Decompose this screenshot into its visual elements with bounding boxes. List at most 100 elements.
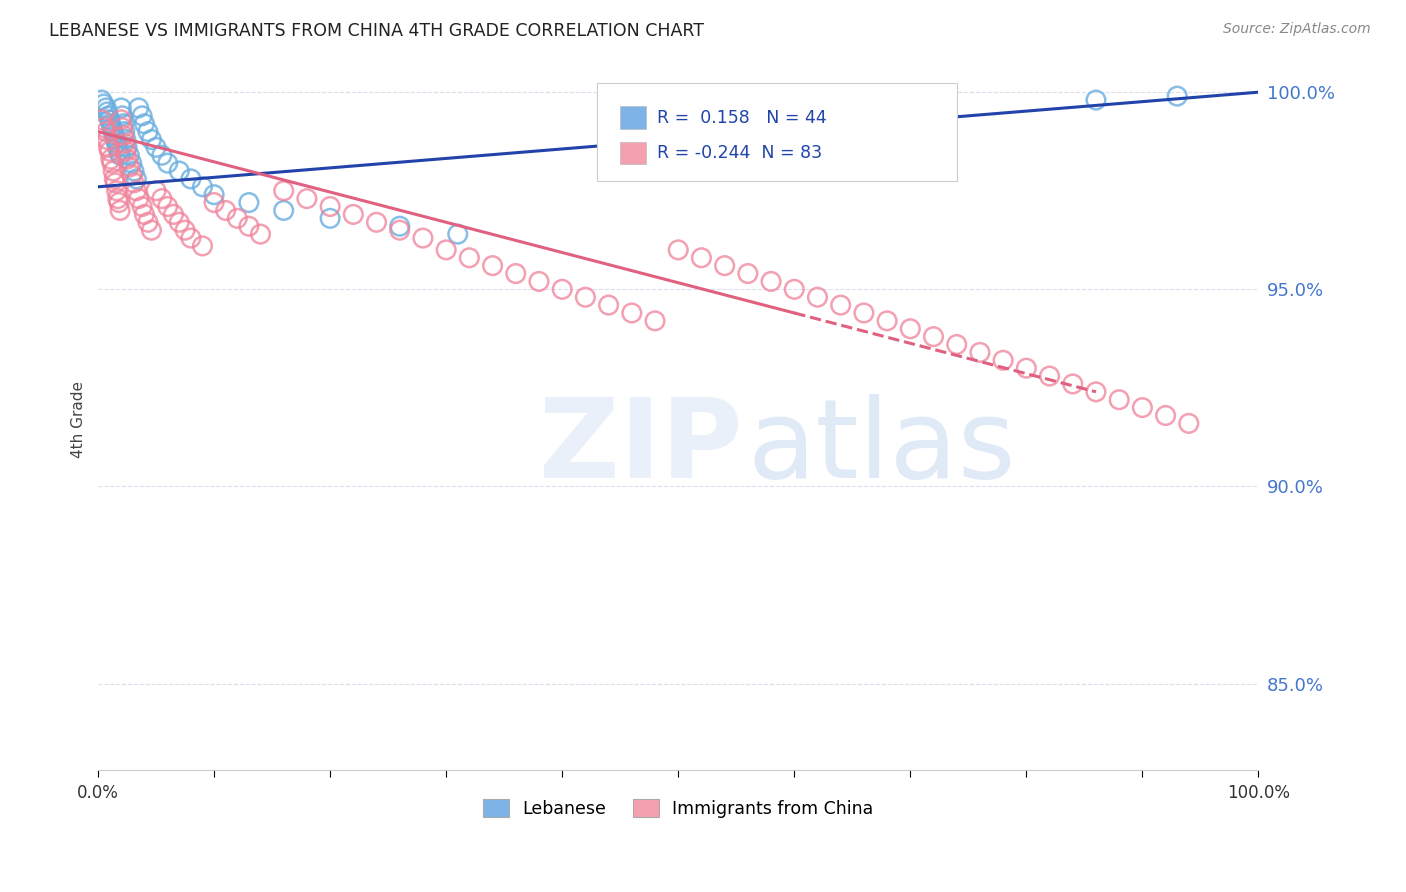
Point <box>93 120 115 135</box>
Point <box>156 200 179 214</box>
Text: atlas: atlas <box>748 394 1017 501</box>
Point <box>150 148 173 162</box>
Point <box>852 306 875 320</box>
Point <box>174 223 197 237</box>
Point <box>101 156 124 170</box>
Point <box>145 184 167 198</box>
Point <box>759 275 782 289</box>
Text: R = -0.244  N = 83: R = -0.244 N = 83 <box>658 144 823 161</box>
Point <box>128 192 150 206</box>
Bar <box>620 106 645 128</box>
Point <box>273 203 295 218</box>
Y-axis label: 4th Grade: 4th Grade <box>72 381 86 458</box>
Point <box>319 211 342 226</box>
Point <box>118 148 141 162</box>
Point <box>1154 409 1177 423</box>
Text: Source: ZipAtlas.com: Source: ZipAtlas.com <box>1223 22 1371 37</box>
Point <box>412 231 434 245</box>
Point <box>110 101 132 115</box>
Point <box>108 148 131 162</box>
Point <box>945 337 967 351</box>
Point <box>180 231 202 245</box>
Point <box>108 145 131 159</box>
Point <box>97 109 120 123</box>
Point <box>876 314 898 328</box>
Point <box>100 117 122 131</box>
Point <box>96 132 118 146</box>
Point <box>830 298 852 312</box>
Point <box>156 156 179 170</box>
Point <box>103 172 125 186</box>
Point <box>1015 361 1038 376</box>
Point <box>105 184 128 198</box>
Point <box>1084 93 1107 107</box>
Point <box>134 207 156 221</box>
Point <box>128 101 150 115</box>
Point <box>136 125 159 139</box>
Point <box>169 164 191 178</box>
Point <box>1062 376 1084 391</box>
Point <box>162 207 184 221</box>
Point <box>191 179 214 194</box>
Point <box>100 152 122 166</box>
Point <box>319 200 342 214</box>
Point <box>249 227 271 241</box>
Point <box>1038 369 1060 384</box>
Point <box>169 215 191 229</box>
Point <box>90 93 112 107</box>
Point <box>434 243 457 257</box>
Point <box>98 145 121 159</box>
Point <box>226 211 249 226</box>
Point <box>202 187 225 202</box>
Point <box>295 192 318 206</box>
Point <box>922 329 945 343</box>
Point <box>96 104 118 119</box>
Point <box>105 136 128 151</box>
Point <box>458 251 481 265</box>
Point <box>98 112 121 127</box>
FancyBboxPatch shape <box>598 83 956 181</box>
Point <box>104 176 127 190</box>
Point <box>505 267 527 281</box>
Text: LEBANESE VS IMMIGRANTS FROM CHINA 4TH GRADE CORRELATION CHART: LEBANESE VS IMMIGRANTS FROM CHINA 4TH GR… <box>49 22 704 40</box>
Point <box>238 195 260 210</box>
Point <box>110 112 132 127</box>
Point <box>134 117 156 131</box>
Point <box>96 125 118 139</box>
Point <box>238 219 260 234</box>
Point <box>551 282 574 296</box>
Point <box>574 290 596 304</box>
Point <box>90 112 112 127</box>
Text: R =  0.158   N = 44: R = 0.158 N = 44 <box>658 109 827 127</box>
Point <box>1132 401 1154 415</box>
Point <box>115 140 138 154</box>
Point <box>115 152 138 166</box>
Point <box>342 207 364 221</box>
Point <box>1178 417 1201 431</box>
Point <box>191 239 214 253</box>
Point <box>991 353 1014 368</box>
Point <box>121 168 143 182</box>
Point <box>713 259 735 273</box>
Point <box>101 120 124 135</box>
Point <box>783 282 806 296</box>
Point <box>122 176 145 190</box>
Point <box>1108 392 1130 407</box>
Point <box>107 192 129 206</box>
Point <box>125 172 148 186</box>
Point <box>136 215 159 229</box>
Point <box>103 128 125 143</box>
Point <box>114 136 136 151</box>
Point <box>131 200 153 214</box>
Point <box>131 109 153 123</box>
Point <box>141 223 163 237</box>
Point <box>898 322 921 336</box>
Point <box>108 203 131 218</box>
Point <box>388 223 411 237</box>
Text: ZIP: ZIP <box>538 394 742 501</box>
Point <box>93 97 115 112</box>
Point <box>115 145 138 159</box>
Legend: Lebanese, Immigrants from China: Lebanese, Immigrants from China <box>475 792 880 825</box>
Point <box>806 290 828 304</box>
Point <box>114 125 136 139</box>
